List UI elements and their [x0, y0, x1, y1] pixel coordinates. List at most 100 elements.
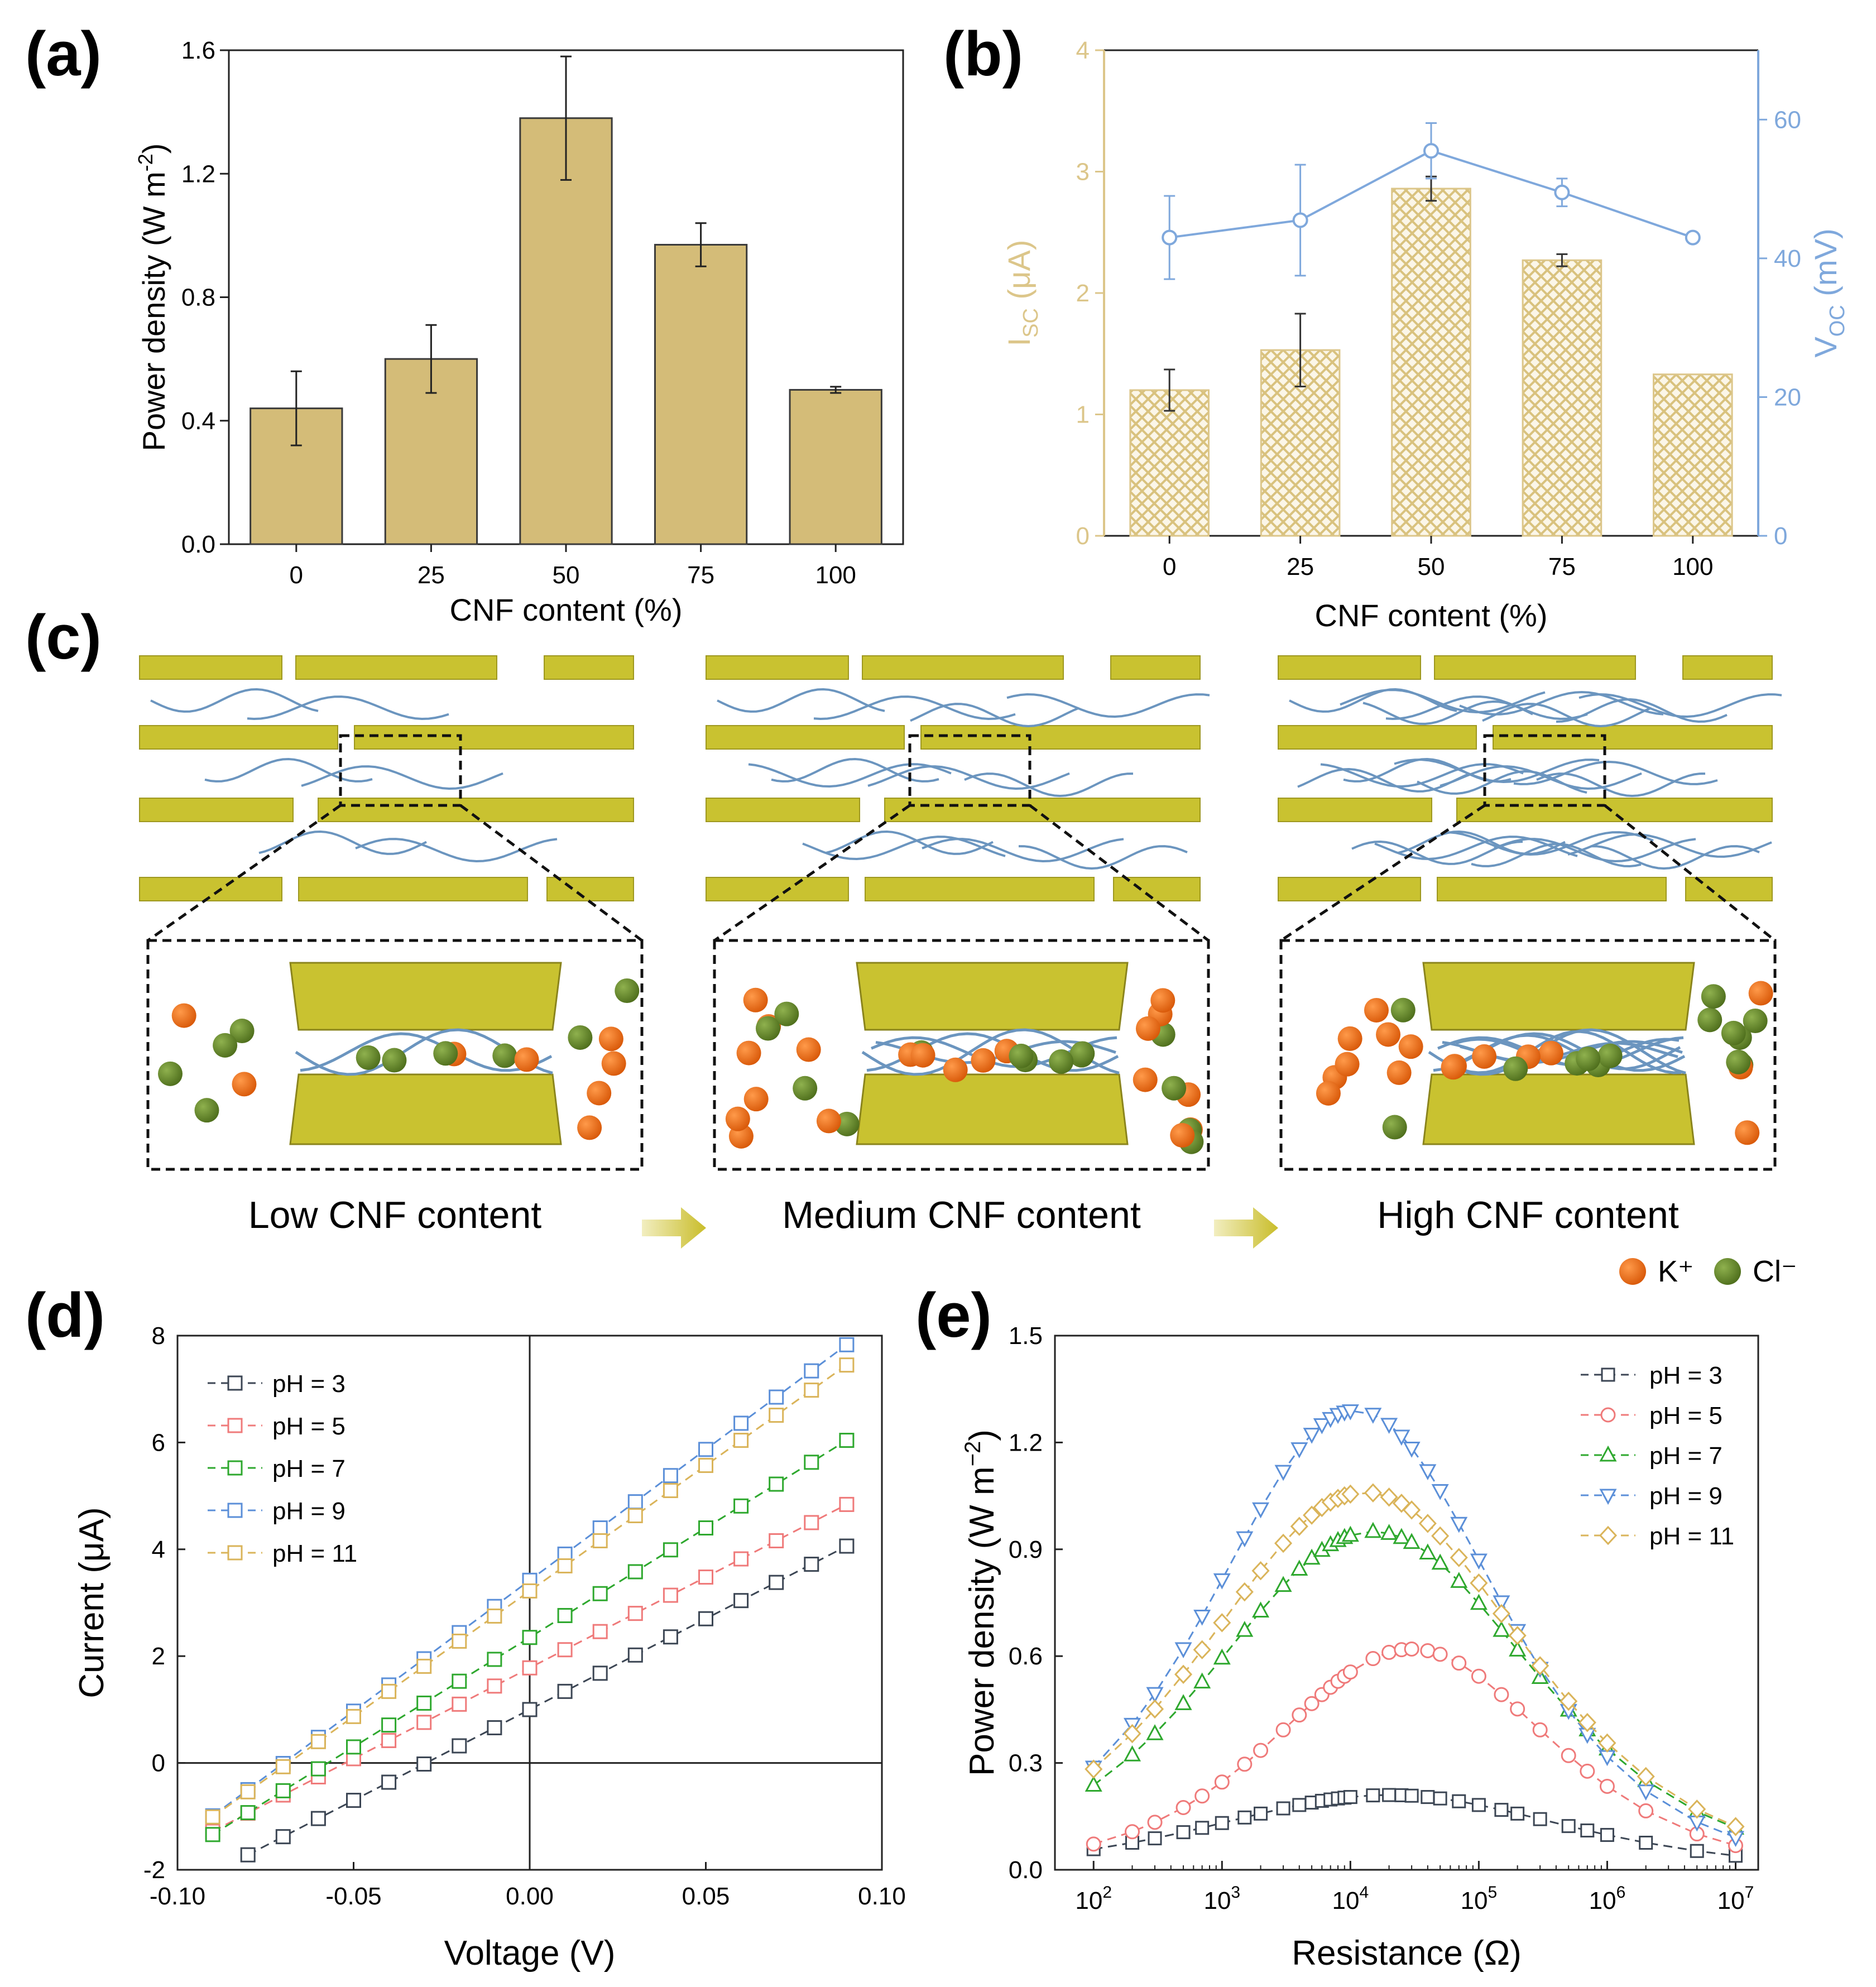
k-ion [910, 1043, 935, 1068]
data-point [1494, 1687, 1509, 1702]
cnf-fiber [1590, 845, 1760, 870]
k-ion [1376, 1022, 1401, 1047]
data-point [1145, 1699, 1164, 1719]
data-point [522, 1660, 538, 1676]
clay-layer [1456, 798, 1773, 822]
y-axis-label: Power density (W m−2) [961, 1429, 1001, 1776]
data-point [698, 1520, 713, 1536]
cnf-fiber [1513, 760, 1718, 785]
data-point [1403, 1442, 1421, 1458]
cnf-fiber [813, 695, 1016, 721]
inset-layer-top [289, 962, 562, 1031]
data-point [1510, 1806, 1525, 1821]
cl-ion [1697, 1007, 1723, 1033]
data-point [1174, 1694, 1192, 1710]
data-point [1274, 1465, 1292, 1481]
series-line [1093, 1410, 1736, 1839]
cnf-fiber [1018, 845, 1188, 870]
series-line [1093, 1492, 1736, 1827]
data-point [1599, 1489, 1617, 1505]
cl-ion [213, 1033, 238, 1058]
x-tick-label: 0 [290, 561, 303, 589]
cl-ion [492, 1043, 517, 1068]
data-point [1085, 1775, 1102, 1792]
clay-layer [706, 655, 849, 680]
y-tick-label: 1.2 [181, 160, 215, 188]
clay-layer [862, 655, 1064, 680]
data-point [1600, 1828, 1614, 1842]
data-point [1251, 1561, 1270, 1581]
y-axis-label-right: VOC (mV) [1808, 228, 1849, 357]
k-ion [577, 1115, 602, 1140]
k-ion [816, 1108, 841, 1134]
legend-cl-marker [1714, 1258, 1741, 1285]
data-point [839, 1496, 855, 1512]
data-point [240, 1847, 256, 1863]
data-point [1451, 1655, 1467, 1671]
x-tick-label: 75 [687, 561, 714, 589]
data-point [1637, 1784, 1655, 1801]
data-point [769, 1476, 784, 1492]
k-ion [736, 1040, 761, 1066]
legend-label: pH = 9 [1649, 1482, 1723, 1510]
data-point [1381, 1644, 1397, 1660]
data-point [1123, 1724, 1141, 1744]
y-tick-label-right: 40 [1774, 245, 1801, 272]
inset-layer-bottom [1422, 1073, 1695, 1145]
data-point [1292, 1707, 1307, 1723]
bar [519, 117, 613, 545]
data-point [1637, 1767, 1655, 1787]
data-point [804, 1557, 819, 1572]
data-point [733, 1498, 749, 1514]
data-point [1236, 1621, 1254, 1637]
series-line [247, 1545, 847, 1856]
x-tick-label: -0.05 [325, 1883, 381, 1910]
x-tick-label: -0.10 [150, 1883, 205, 1910]
panel-label-a: (a) [25, 19, 102, 89]
clay-layer [1493, 725, 1773, 750]
x-tick-label: 0.00 [506, 1883, 554, 1910]
data-point [627, 1494, 643, 1510]
k-ion [1133, 1067, 1158, 1092]
y-tick-label: 8 [152, 1322, 165, 1350]
clay-layer [1434, 655, 1636, 680]
data-point [1510, 1701, 1525, 1717]
data-point [627, 1564, 643, 1580]
y-tick-label: 2 [152, 1643, 165, 1670]
data-point [416, 1695, 432, 1711]
data-point [1450, 1572, 1468, 1588]
cnf-fiber [1556, 698, 1728, 723]
data-point [1174, 1642, 1192, 1659]
data-point [381, 1774, 397, 1790]
voc-point [1423, 143, 1439, 159]
data-point [1304, 1696, 1320, 1711]
data-point [1471, 1668, 1486, 1684]
cl-ion [1382, 1115, 1407, 1140]
inset-layer-bottom [289, 1073, 562, 1145]
voc-point [1554, 184, 1570, 200]
bar [1391, 188, 1471, 537]
data-point [1123, 1745, 1141, 1762]
data-point [1431, 1484, 1449, 1500]
data-point [1125, 1824, 1140, 1840]
data-point [1561, 1748, 1576, 1763]
data-point [1638, 1803, 1654, 1818]
data-point [1194, 1788, 1210, 1804]
y-tick-label-left: 3 [1076, 159, 1090, 186]
cl-ion [1070, 1041, 1095, 1066]
legend-label: pH = 5 [1649, 1402, 1723, 1429]
legend-label: pH = 11 [1649, 1523, 1734, 1550]
x-tick-label: 104 [1332, 1883, 1369, 1914]
cl-ion [1390, 997, 1416, 1023]
plot-frame [1054, 1335, 1759, 1871]
data-point [205, 1827, 220, 1842]
cl-ion [229, 1019, 255, 1044]
inset-layer-bottom [856, 1073, 1129, 1145]
data-point [1470, 1594, 1488, 1610]
x-tick-label: 0 [1163, 553, 1176, 580]
data-point [1148, 1831, 1162, 1846]
data-point [1193, 1640, 1211, 1659]
clay-layer [1278, 725, 1477, 750]
k-ion [1735, 1120, 1760, 1145]
data-point [592, 1533, 608, 1548]
